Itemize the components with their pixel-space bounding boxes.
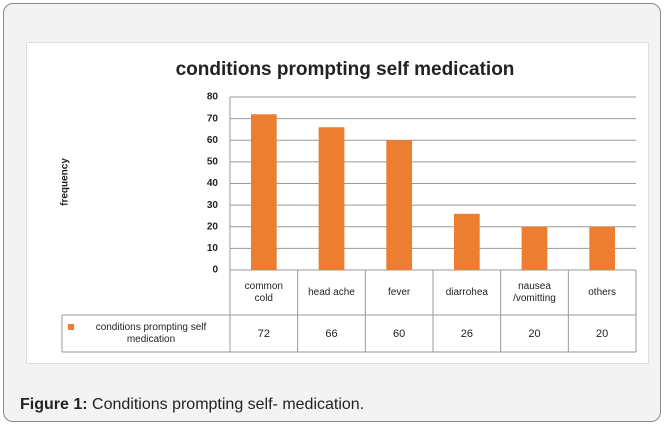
y-tick-label: 0 xyxy=(212,265,218,276)
caption-text: Conditions prompting self- medication. xyxy=(92,396,365,413)
x-tick-label: others xyxy=(588,286,617,298)
bar xyxy=(318,127,345,271)
x-tick-label: diarrohea xyxy=(445,286,488,298)
x-tick-label: common cold xyxy=(244,280,283,304)
y-tick-label: 80 xyxy=(207,92,219,103)
table-value: 60 xyxy=(393,327,406,340)
legend-label: conditions prompting self medication xyxy=(95,321,207,345)
y-tick-label: 30 xyxy=(207,200,219,211)
x-tick-label: nausea /vomitting xyxy=(513,280,556,304)
bar xyxy=(453,213,480,270)
legend-swatch xyxy=(68,324,74,330)
caption-label: Figure 1: xyxy=(20,396,88,413)
caption: Figure 1: Conditions prompting self- med… xyxy=(20,396,364,414)
table-value: 20 xyxy=(596,327,609,340)
table-value: 72 xyxy=(257,327,270,340)
bar xyxy=(589,226,616,270)
y-tick-label: 50 xyxy=(207,157,219,168)
x-tick-label: head ache xyxy=(308,286,355,298)
y-tick-label: 40 xyxy=(207,178,219,189)
x-tick-label: fever xyxy=(388,286,411,298)
table-value: 26 xyxy=(460,327,473,340)
table-value: 66 xyxy=(325,327,338,340)
bar xyxy=(521,226,548,270)
y-axis-label: frequency xyxy=(60,158,71,206)
chart-title: conditions prompting self medication xyxy=(176,59,515,80)
y-tick-label: 70 xyxy=(207,113,219,124)
bar xyxy=(250,114,277,270)
bar xyxy=(386,140,413,270)
y-tick-label: 10 xyxy=(207,243,219,254)
table-value: 20 xyxy=(528,327,541,340)
y-tick-label: 60 xyxy=(207,135,219,146)
y-tick-label: 20 xyxy=(207,221,219,232)
